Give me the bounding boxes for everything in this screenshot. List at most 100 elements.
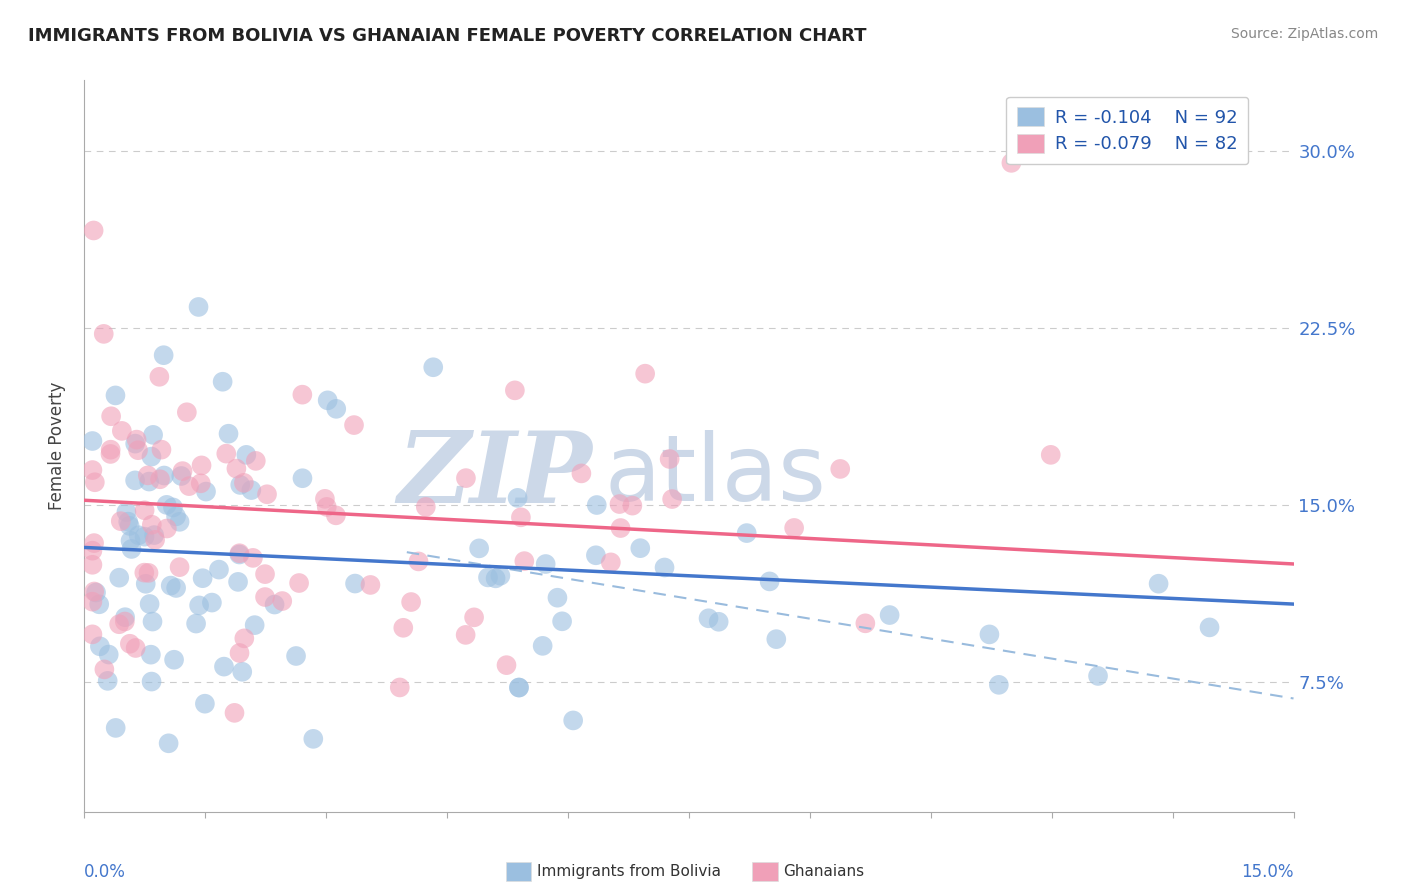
Point <box>97 648 120 662</box>
Point <box>399 595 422 609</box>
Point <box>285 648 308 663</box>
Point <box>359 578 381 592</box>
Point <box>987 678 1010 692</box>
Point <box>585 498 607 512</box>
Point <box>468 541 491 556</box>
Point <box>454 628 477 642</box>
Point <box>191 571 214 585</box>
Point <box>758 574 780 589</box>
Point <box>159 578 181 592</box>
Point <box>707 615 730 629</box>
Text: Ghanaians: Ghanaians <box>783 864 865 879</box>
Point <box>148 369 170 384</box>
Point <box>169 515 191 529</box>
Point <box>218 426 240 441</box>
Point <box>506 491 529 505</box>
Point <box>228 548 250 562</box>
Point <box>288 576 311 591</box>
Point <box>190 458 212 473</box>
Point <box>110 514 132 528</box>
Point <box>621 499 644 513</box>
Point <box>979 627 1001 641</box>
Point <box>201 596 224 610</box>
Point <box>195 484 218 499</box>
Point <box>93 326 115 341</box>
Point <box>134 530 156 544</box>
Point <box>1039 448 1062 462</box>
Point <box>235 448 257 462</box>
Point <box>118 519 141 533</box>
Point <box>263 598 285 612</box>
Point <box>314 491 336 506</box>
Point <box>82 434 104 448</box>
Point <box>628 541 651 556</box>
Point <box>114 610 136 624</box>
Point <box>141 517 163 532</box>
Point <box>194 697 217 711</box>
Point <box>97 673 120 688</box>
Text: IMMIGRANTS FROM BOLIVIA VS GHANAIAN FEMALE POVERTY CORRELATION CHART: IMMIGRANTS FROM BOLIVIA VS GHANAIAN FEMA… <box>28 27 866 45</box>
Point <box>422 360 444 375</box>
Point <box>82 627 104 641</box>
Point <box>165 509 187 524</box>
Point <box>150 442 173 457</box>
Point <box>128 528 150 542</box>
Point <box>484 571 506 585</box>
Point <box>115 505 138 519</box>
Point <box>531 639 554 653</box>
Point <box>127 443 149 458</box>
Point <box>100 447 122 461</box>
Point <box>271 594 294 608</box>
Point <box>93 662 115 676</box>
Point <box>508 681 530 695</box>
Point <box>138 475 160 489</box>
Point <box>513 554 536 568</box>
Point <box>240 483 263 497</box>
Text: Immigrants from Bolivia: Immigrants from Bolivia <box>537 864 721 879</box>
Point <box>225 461 247 475</box>
Point <box>134 566 156 580</box>
Point <box>100 409 122 424</box>
Point <box>1000 156 1022 170</box>
Point <box>233 632 256 646</box>
Point <box>1087 669 1109 683</box>
Text: 15.0%: 15.0% <box>1241 863 1294 881</box>
Point <box>325 508 347 523</box>
Point <box>245 454 267 468</box>
Point <box>120 533 142 548</box>
Point <box>83 223 105 237</box>
Text: Source: ZipAtlas.com: Source: ZipAtlas.com <box>1230 27 1378 41</box>
Point <box>585 549 607 563</box>
Point <box>302 731 325 746</box>
Point <box>149 472 172 486</box>
Point <box>609 497 631 511</box>
Point <box>162 500 184 515</box>
Point <box>83 584 105 599</box>
Point <box>125 433 148 447</box>
Point <box>211 375 233 389</box>
Legend: R = -0.104    N = 92, R = -0.079    N = 82: R = -0.104 N = 92, R = -0.079 N = 82 <box>1007 96 1249 164</box>
Point <box>408 554 430 568</box>
Point <box>830 462 852 476</box>
Point <box>117 515 139 529</box>
Point <box>208 563 231 577</box>
Point <box>508 681 530 695</box>
Point <box>415 500 437 514</box>
Point <box>242 550 264 565</box>
Point <box>489 568 512 582</box>
Point <box>184 616 207 631</box>
Point <box>212 659 235 673</box>
Point <box>231 665 253 679</box>
Point <box>169 560 191 574</box>
Point <box>82 595 104 609</box>
Point <box>291 387 314 401</box>
Point <box>124 640 146 655</box>
Point <box>82 463 104 477</box>
Point <box>83 536 105 550</box>
Point <box>108 617 131 632</box>
Point <box>509 510 531 524</box>
Point <box>141 615 163 629</box>
Point <box>765 632 787 647</box>
Point <box>89 640 111 654</box>
Point <box>143 528 166 542</box>
